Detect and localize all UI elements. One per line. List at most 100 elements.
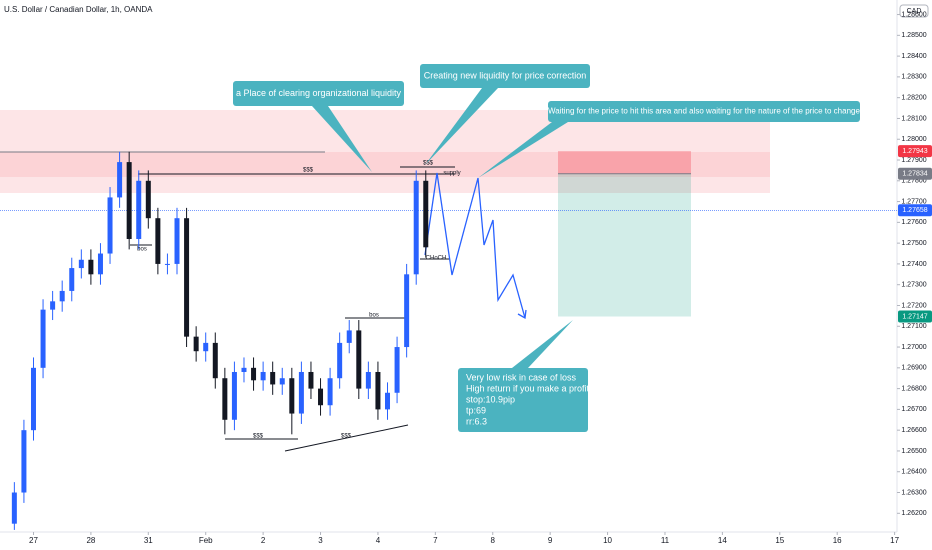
- candle-body: [298, 371, 304, 414]
- x-tick-label: 4: [376, 536, 381, 545]
- callout-pointer: [312, 106, 372, 172]
- y-tick-label: 1.27300: [901, 282, 926, 289]
- y-tick-label: 1.26300: [901, 489, 926, 496]
- y-tick-label: 1.27200: [901, 302, 926, 309]
- y-tick-label: 1.27700: [901, 198, 926, 205]
- y-tick-label: 1.28300: [901, 74, 926, 81]
- candle-body: [145, 180, 151, 219]
- y-tick-label: 1.26500: [901, 448, 926, 455]
- y-tick-label: 1.27100: [901, 323, 926, 330]
- callout-pointer: [478, 122, 568, 178]
- callout-pointer: [512, 320, 573, 368]
- chart-label: $$$: [253, 434, 264, 440]
- candle-body: [184, 218, 190, 337]
- callout-text: a Place of clearing organizational liqui…: [236, 88, 402, 98]
- callout-box: [548, 101, 860, 122]
- price-tag: [898, 204, 932, 217]
- x-tick-label: 14: [718, 536, 727, 545]
- y-tick-label: 1.28100: [901, 115, 926, 122]
- candle-body: [117, 162, 123, 198]
- callout-text: stop:10.9pip: [466, 394, 515, 404]
- price-tag: [898, 310, 932, 323]
- callout-text: tp:69: [466, 405, 486, 415]
- candle-body: [270, 371, 276, 385]
- x-tick-label: Feb: [199, 536, 213, 545]
- y-tick-label: 1.27800: [901, 178, 926, 185]
- candle-body: [136, 180, 142, 239]
- candle-body: [40, 309, 46, 368]
- candle-body: [11, 492, 17, 524]
- y-tick-label: 1.27500: [901, 240, 926, 247]
- x-tick-label: 27: [29, 536, 38, 545]
- callout-text: Very low risk in case of loss: [466, 372, 577, 382]
- chart-label: bos: [137, 247, 147, 253]
- x-tick-label: 15: [775, 536, 784, 545]
- y-tick-label: 1.27400: [901, 261, 926, 268]
- chart-label: $$$: [423, 161, 434, 167]
- candle-body: [212, 342, 218, 379]
- y-tick-label: 1.26600: [901, 427, 926, 434]
- candle-body: [30, 367, 36, 431]
- candle-body: [394, 347, 400, 393]
- candle-body: [423, 180, 429, 248]
- candle-body: [337, 342, 343, 379]
- candle-body: [203, 342, 209, 352]
- y-tick-label: 1.28400: [901, 53, 926, 60]
- chart-label: CHoCH: [426, 256, 447, 262]
- candle-body: [174, 218, 180, 264]
- candle-body: [155, 218, 161, 264]
- y-tick-label: 1.28000: [901, 136, 926, 143]
- candle-body: [251, 367, 257, 381]
- y-tick-label: 1.28200: [901, 95, 926, 102]
- callout-box: [420, 64, 590, 88]
- projection-arrow: [517, 309, 527, 320]
- projection-path: [424, 172, 526, 319]
- callout-box: [458, 368, 588, 432]
- currency-box: [899, 4, 929, 18]
- candle-body: [69, 268, 75, 291]
- chart-label: $$$: [303, 168, 314, 174]
- price-axis-panel: [897, 0, 932, 550]
- candle-body: [164, 263, 170, 265]
- candle-body: [193, 336, 199, 352]
- y-tick-label: 1.28500: [901, 32, 926, 39]
- callout-text: Creating new liquidity for price correct…: [424, 70, 587, 80]
- candle-body: [356, 330, 362, 389]
- candle-body: [241, 367, 247, 372]
- x-tick-label: 9: [548, 536, 553, 545]
- candle-body: [231, 371, 237, 420]
- y-tick-label: 1.26900: [901, 365, 926, 372]
- candle-body: [222, 378, 228, 420]
- candle-body: [308, 371, 314, 389]
- callout-text: High return if you make a profit: [466, 383, 590, 393]
- price-tag-label: 1.27147: [902, 313, 927, 320]
- y-tick-label: 1.26700: [901, 406, 926, 413]
- chart-label: $$$: [341, 434, 352, 440]
- price-tag-label: 1.27834: [902, 171, 927, 178]
- callout-pointer: [425, 88, 498, 165]
- x-tick-label: 7: [433, 536, 438, 545]
- candle-body: [126, 162, 132, 239]
- price-tag: [898, 167, 932, 180]
- candle-body: [318, 388, 324, 406]
- chart-label: bos: [369, 313, 379, 319]
- candle-body: [88, 259, 94, 275]
- candle-body: [413, 180, 419, 275]
- candle-body: [327, 378, 333, 406]
- callout-box: [233, 81, 404, 106]
- x-tick-label: 11: [661, 536, 670, 545]
- candle-body: [21, 430, 27, 493]
- x-tick-label: 28: [86, 536, 95, 545]
- x-tick-label: 17: [890, 536, 899, 545]
- candle-body: [107, 197, 113, 254]
- stop-zone: [558, 151, 691, 174]
- candle-body: [404, 274, 410, 348]
- x-tick-label: 3: [318, 536, 323, 545]
- callout-text: rr:6.3: [466, 416, 487, 426]
- price-tag: [898, 145, 932, 158]
- candle-body: [385, 392, 391, 410]
- candle-body: [97, 253, 103, 275]
